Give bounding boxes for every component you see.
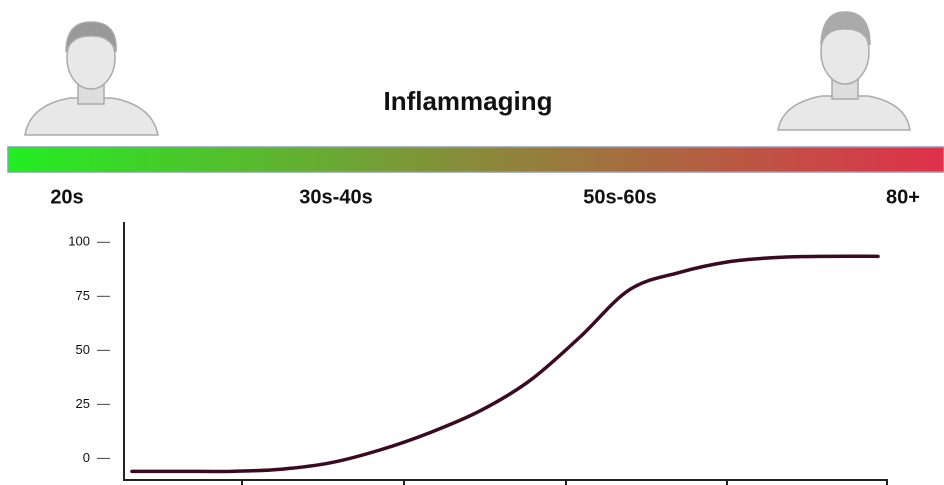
old-face-icon [777,11,911,131]
title: Inflammaging [383,86,552,116]
y-tick-label: 50 [76,342,90,357]
age-label: 50s-60s [583,186,656,208]
age-label: 30s-40s [299,186,372,208]
y-tick-label: 0 [83,450,90,465]
young-face-icon [24,21,159,136]
data-line [130,254,880,474]
age-label: 80+ [886,186,920,208]
age-label: 20s [50,186,83,208]
age-gradient-bar [7,146,944,173]
y-tick-label: 100 [68,234,90,249]
y-tick-label: 25 [76,396,90,411]
axes [123,222,888,485]
y-tick-label: 75 [76,288,90,303]
